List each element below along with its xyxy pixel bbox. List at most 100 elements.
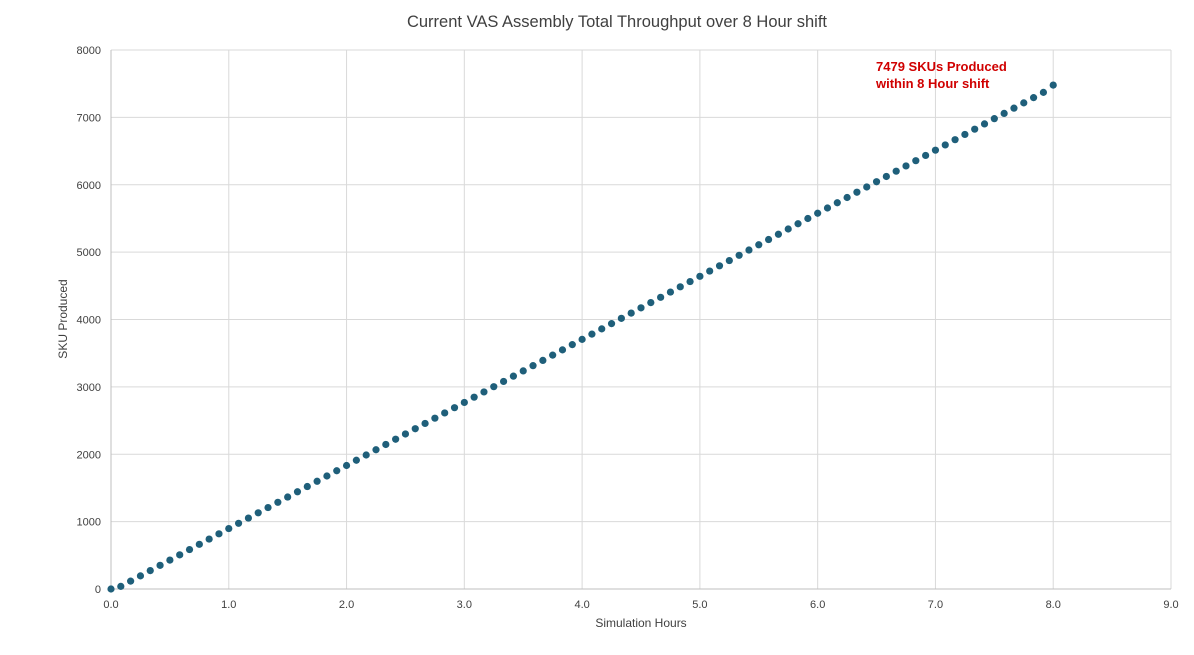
x-tick-label-0: 0.0 (103, 599, 118, 611)
data-point-0-8 (185, 545, 194, 554)
data-point-0-2 (127, 577, 135, 585)
y-tick-label-6: 6000 (77, 180, 101, 192)
data-point-0-50 (598, 325, 606, 333)
gridlines (111, 49, 1172, 589)
data-point-0-65 (745, 246, 753, 254)
data-points (107, 81, 1057, 593)
data-point-0-62 (715, 262, 724, 270)
x-tick-label-3: 3.0 (457, 599, 472, 611)
data-point-0-79 (882, 172, 890, 181)
data-point-0-24 (342, 461, 351, 470)
data-point-0-5 (156, 561, 164, 569)
data-point-0-9 (195, 540, 203, 548)
data-point-0-96 (1049, 81, 1057, 89)
data-point-0-69 (784, 225, 792, 233)
data-point-0-15 (254, 509, 262, 517)
data-point-0-81 (902, 162, 910, 170)
data-point-0-90 (990, 115, 998, 123)
data-point-0-4 (146, 567, 154, 575)
x-axis-label: Simulation Hours (595, 616, 686, 630)
data-point-0-42 (519, 367, 527, 375)
data-point-0-71 (804, 214, 812, 223)
data-point-0-19 (293, 488, 302, 496)
data-point-0-84 (931, 146, 940, 154)
data-point-0-35 (450, 404, 459, 412)
x-tick-label-4: 4.0 (574, 599, 589, 611)
data-point-0-36 (460, 398, 468, 407)
y-tick-label-5: 5000 (77, 247, 101, 259)
data-point-0-23 (333, 467, 341, 475)
data-point-0-59 (686, 277, 694, 286)
data-point-0-48 (578, 335, 586, 343)
data-point-0-31 (411, 425, 419, 433)
y-tick-label-8: 8000 (77, 45, 101, 57)
data-point-0-51 (607, 320, 616, 328)
data-point-0-28 (382, 440, 390, 449)
annotation-line-1: 7479 SKUs Produced (876, 59, 1007, 74)
data-point-0-0 (107, 585, 115, 593)
data-point-0-60 (696, 272, 704, 280)
data-point-0-22 (323, 472, 331, 480)
data-point-0-45 (549, 351, 557, 359)
data-point-0-32 (421, 419, 429, 428)
annotation-line-2: within 8 Hour shift (875, 76, 990, 91)
data-point-0-83 (922, 151, 930, 160)
data-point-0-58 (676, 283, 684, 291)
x-tick-label-6: 6.0 (810, 599, 825, 611)
y-tick-label-7: 7000 (77, 112, 101, 124)
y-tick-label-3: 3000 (77, 382, 101, 394)
data-point-0-92 (1010, 104, 1018, 112)
x-tick-label-5: 5.0 (692, 599, 707, 611)
data-point-0-53 (627, 309, 635, 317)
data-point-0-12 (225, 524, 233, 533)
data-point-0-7 (176, 551, 184, 559)
data-point-0-57 (666, 288, 675, 296)
data-point-0-56 (657, 293, 665, 301)
data-point-0-46 (558, 346, 567, 354)
y-axis-label: SKU Produced (56, 279, 70, 358)
x-tick-label-1: 1.0 (221, 599, 236, 611)
data-point-0-1 (117, 582, 125, 590)
data-point-0-14 (244, 514, 253, 522)
data-point-0-85 (941, 141, 949, 149)
data-point-0-61 (706, 267, 714, 275)
annotation: 7479 SKUs Produced within 8 Hour shift (875, 59, 1007, 91)
data-point-0-38 (480, 388, 488, 396)
data-point-0-16 (264, 503, 272, 512)
x-tick-label-9: 9.0 (1163, 599, 1178, 611)
data-point-0-77 (863, 183, 871, 191)
data-point-0-21 (313, 477, 321, 485)
data-point-0-86 (951, 136, 959, 144)
data-point-0-64 (735, 251, 743, 259)
data-point-0-72 (814, 209, 822, 217)
y-axis-tick-labels: 0 1000 2000 3000 4000 5000 6000 7000 8000 (77, 45, 101, 596)
data-point-0-76 (853, 188, 861, 196)
data-point-0-93 (1020, 99, 1028, 107)
data-point-0-41 (509, 372, 518, 380)
data-point-0-66 (755, 241, 763, 249)
data-point-0-89 (980, 120, 989, 128)
data-point-0-17 (274, 498, 282, 506)
data-point-0-40 (499, 377, 508, 386)
data-point-0-25 (352, 456, 360, 464)
data-point-0-91 (1000, 109, 1008, 117)
data-point-0-18 (284, 493, 292, 501)
data-point-0-52 (617, 314, 625, 322)
data-point-0-43 (529, 362, 537, 370)
data-point-0-13 (234, 519, 243, 527)
data-point-0-34 (441, 409, 449, 417)
data-point-0-94 (1029, 94, 1038, 102)
data-point-0-73 (823, 204, 832, 212)
data-point-0-33 (431, 414, 439, 422)
x-axis-tick-labels: 0.0 1.0 2.0 3.0 4.0 5.0 6.0 7.0 8.0 9.0 (103, 599, 1178, 611)
x-tick-label-2: 2.0 (339, 599, 354, 611)
data-point-0-63 (725, 256, 733, 265)
data-point-0-75 (843, 193, 851, 202)
data-point-0-6 (166, 556, 174, 564)
data-point-0-37 (470, 393, 478, 401)
data-point-0-54 (637, 304, 645, 312)
y-tick-label-4: 4000 (77, 315, 101, 327)
data-point-0-68 (774, 230, 783, 238)
y-tick-label-0: 0 (95, 584, 101, 596)
